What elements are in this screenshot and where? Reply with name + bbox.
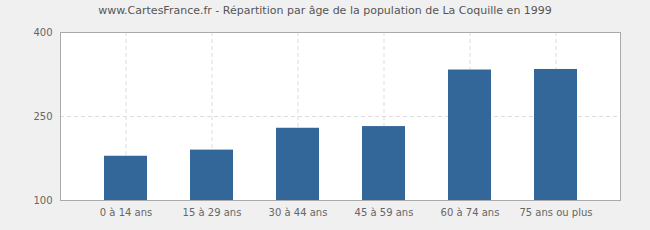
svg-text:0 à 14 ans: 0 à 14 ans [100,207,152,218]
svg-text:250: 250 [33,111,52,122]
svg-text:30 à 44 ans: 30 à 44 ans [269,207,328,218]
svg-text:100: 100 [33,195,52,206]
svg-text:75 ans ou plus: 75 ans ou plus [519,207,592,218]
svg-text:45 à 59 ans: 45 à 59 ans [355,207,414,218]
svg-text:400: 400 [33,27,52,38]
svg-text:15 à 29 ans: 15 à 29 ans [183,207,242,218]
html-text:www.CartesFrance.fr - Répartit: www.CartesFrance.fr - Répartition par âg… [98,4,552,17]
svg-text:60 à 74 ans: 60 à 74 ans [441,207,500,218]
